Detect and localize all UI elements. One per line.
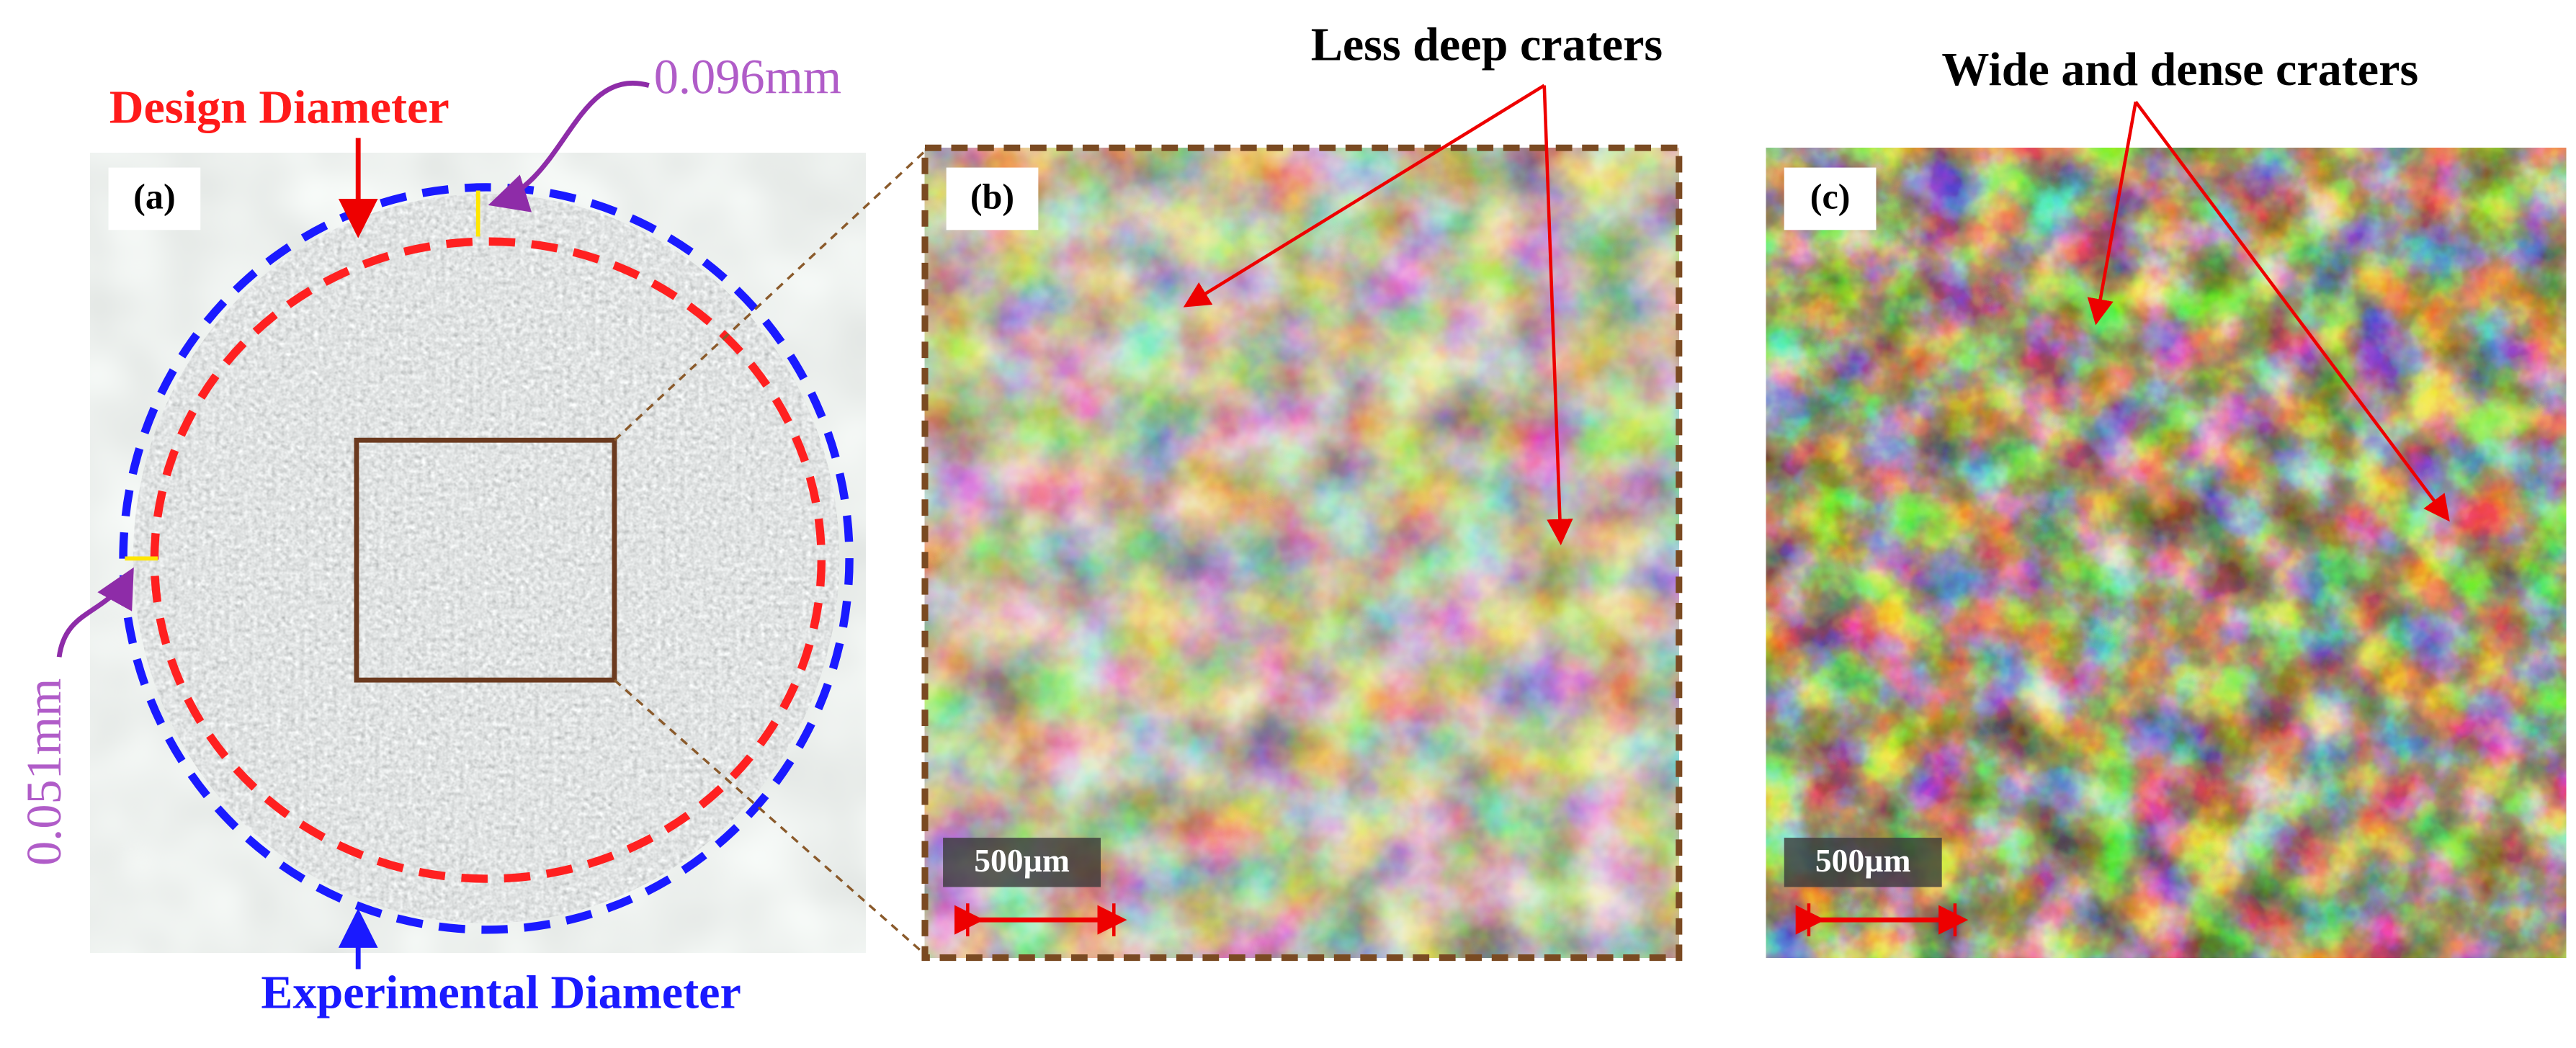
panel-a: (a) Design Diameter 0.096mm 0.051mm Expe…: [17, 50, 866, 1018]
panel-label: (c): [1810, 176, 1851, 217]
connector: [613, 678, 926, 956]
arrow: [56, 567, 134, 658]
zoom-box: [354, 437, 617, 683]
design-diameter-label: Design Diameter: [109, 81, 450, 133]
scale-label: 500µm: [1815, 842, 1911, 879]
panel-label: (b): [970, 176, 1014, 217]
scale-box: [943, 838, 1101, 887]
scale-box: [1784, 838, 1942, 887]
side-offset-label: 0.051mm: [17, 678, 71, 866]
sample-surface: [133, 194, 840, 923]
arrow: [1542, 85, 1573, 546]
arrow: [2087, 101, 2138, 326]
arrow: [1183, 84, 1545, 308]
panel-b: (b) Less deep craters 500µm: [921, 19, 1683, 962]
top-offset-label: 0.096mm: [654, 50, 841, 104]
arrow: [488, 81, 650, 212]
experimental-diameter-label: Experimental Diameter: [261, 966, 741, 1018]
label-box: [1784, 167, 1877, 230]
panel-c-image: [1766, 148, 2567, 958]
panel-b-image: [924, 148, 1679, 958]
annotation: Less deep craters: [1311, 19, 1663, 71]
arrow: [2134, 101, 2450, 522]
label-box: [946, 167, 1039, 230]
scale-label: 500µm: [974, 842, 1070, 879]
annotation: Wide and dense craters: [1941, 43, 2418, 96]
connector: [613, 150, 926, 442]
experimental-circle: [119, 183, 854, 934]
panel-label: (a): [133, 176, 175, 217]
design-circle: [150, 237, 826, 883]
panel-c: (c) Wide and dense craters 500µm: [1766, 43, 2567, 958]
panel-border: [921, 144, 1683, 962]
label-box: [108, 167, 201, 230]
